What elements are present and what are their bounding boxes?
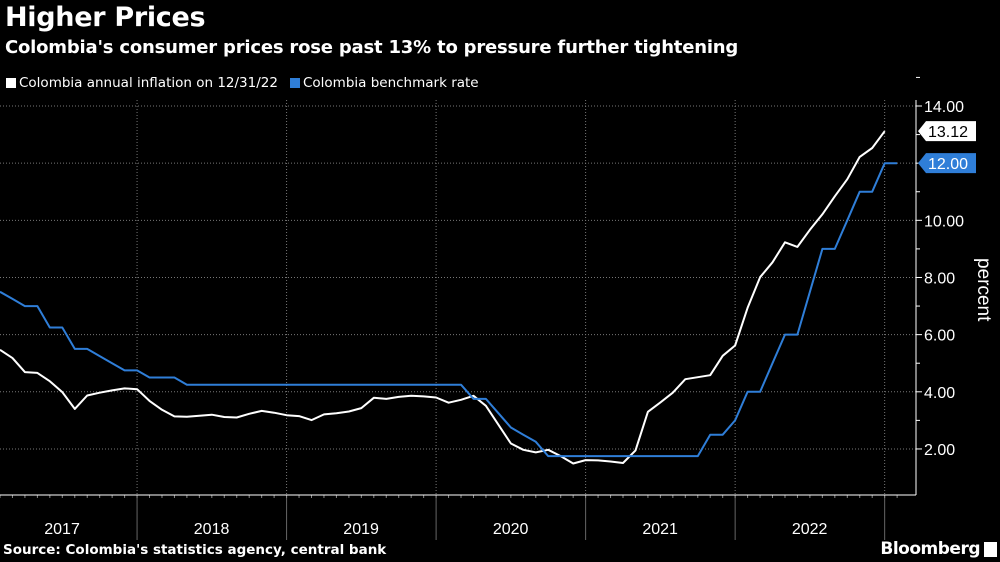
chart-title: Higher Prices xyxy=(5,2,206,33)
y-tick-label: 14.00 xyxy=(924,99,964,116)
legend-item-rate: Colombia benchmark rate xyxy=(289,75,479,91)
inflation-last-value-badge xyxy=(918,121,976,142)
y-tick-label: 2.00 xyxy=(924,442,955,459)
y-tick-label: 4.00 xyxy=(924,385,955,402)
bloomberg-logo: Bloomberg xyxy=(880,539,997,559)
rate-last-value-badge xyxy=(918,153,976,174)
x-tick-label: 2018 xyxy=(194,521,230,538)
legend-label-rate: Colombia benchmark rate xyxy=(302,75,479,91)
x-tick-label: 2020 xyxy=(493,521,529,538)
y-tick-label: 8.00 xyxy=(924,270,955,287)
legend: Colombia annual inflation on 12/31/22 Co… xyxy=(6,75,479,91)
inflation-last-value: 13.12 xyxy=(928,124,968,141)
x-tick-label: 2021 xyxy=(642,521,678,538)
legend-swatch-inflation xyxy=(6,78,16,88)
x-tick-label: 2019 xyxy=(343,521,379,538)
inflation-line xyxy=(0,130,886,465)
y-tick-label: 6.00 xyxy=(924,328,955,345)
legend-label-inflation: Colombia annual inflation on 12/31/22 xyxy=(19,75,278,91)
logo-text: Bloomberg xyxy=(880,539,980,559)
legend-swatch-rate xyxy=(289,78,300,88)
chart-subtitle: Colombia's consumer prices rose past 13%… xyxy=(5,37,739,58)
rate-line xyxy=(0,162,898,458)
y-axis-label: percent xyxy=(973,258,994,322)
bloomberg-icon xyxy=(984,541,997,557)
x-tick-label: 2017 xyxy=(44,521,80,538)
legend-item-inflation: Colombia annual inflation on 12/31/22 xyxy=(6,75,278,91)
rate-last-value: 12.00 xyxy=(928,156,968,173)
y-tick-label: 10.00 xyxy=(924,213,964,230)
x-tick-label: 2022 xyxy=(792,521,828,538)
source-note: Source: Colombia's statistics agency, ce… xyxy=(3,542,387,558)
